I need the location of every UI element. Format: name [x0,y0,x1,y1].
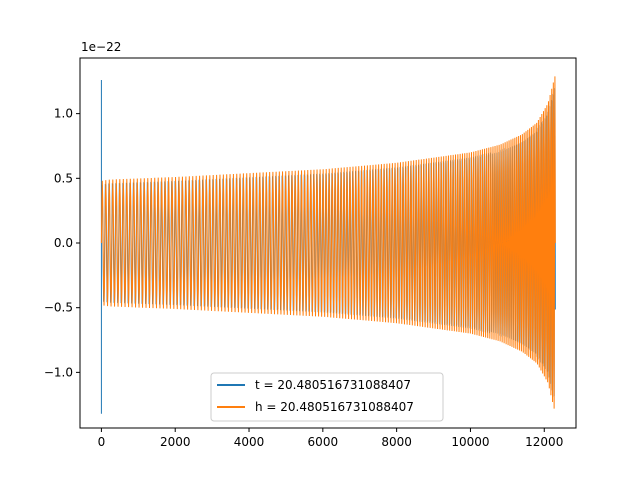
x-tick-label: 2000 [160,435,191,449]
legend: t = 20.480516731088407 h = 20.4805167310… [210,372,444,422]
x-tick-label: 12000 [525,435,563,449]
legend-box [210,372,444,422]
legend-label-h: h = 20.480516731088407 [255,400,414,414]
x-axis: 0 2000 4000 6000 8000 10000 12000 [98,428,563,449]
series-line-h [100,76,556,409]
x-tick-label: 10000 [451,435,489,449]
y-tick-label: 1.0 [54,107,73,121]
legend-label-t: t = 20.480516731088407 [255,378,411,392]
x-tick-label: 8000 [381,435,412,449]
x-tick-label: 6000 [308,435,339,449]
y-tick-label: −1.0 [44,365,73,379]
y-tick-label: −0.5 [44,301,73,315]
plot-content [100,76,556,414]
y-tick-label: 0.0 [54,236,73,250]
y-offset-text: 1e−22 [81,40,121,54]
x-tick-label: 4000 [234,435,265,449]
y-axis: −1.0 −0.5 0.0 0.5 1.0 [44,107,80,379]
x-tick-label: 0 [98,435,106,449]
y-tick-label: 0.5 [54,171,73,185]
